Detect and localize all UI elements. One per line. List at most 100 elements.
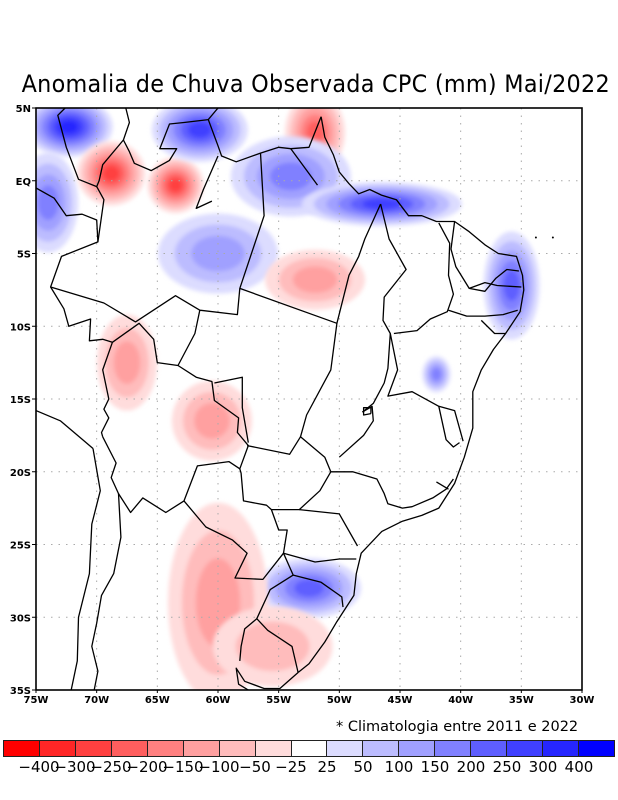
legend-swatch [507,741,544,756]
legend-label: −25 [275,758,307,776]
legend-swatch [255,741,292,756]
legend-label: 400 [564,758,594,776]
color-legend [3,740,615,757]
map-title: Anomalia de Chuva Observada CPC (mm) Mai… [21,70,610,98]
legend-label: −200 [126,758,168,776]
boundary-line [195,155,219,210]
legend-labels: −400 −300 −250 −200 −150 −100 −50 −25 25 50 100 150… [0,758,618,778]
boundary-line [91,493,122,690]
legend-label: −150 [162,758,204,776]
boundary-line [448,309,518,317]
boundary-line [246,436,302,455]
legend-label: −250 [90,758,132,776]
y-tick-label: 35S [10,686,31,697]
anomaly-central-amazon-wet [158,213,278,294]
y-tick-label: 10S [10,322,31,333]
legend-swatch [291,741,328,756]
y-tick-label: 5N [16,104,31,115]
anomaly-roraima-dry [147,157,204,214]
anomaly-bolivia-dry [171,380,252,461]
anomaly-contour [292,266,338,294]
anomaly-contour [362,198,402,210]
anomaly-contour [431,368,442,381]
boundary-line [214,376,249,443]
boundary-line [297,116,525,674]
legend-swatch [39,741,76,756]
legend-label: 100 [384,758,414,776]
boundary-line [299,508,359,547]
legend-swatch [579,741,614,756]
boundary-line [122,108,131,141]
legend-swatch [147,741,184,756]
boundary-line [293,574,344,608]
boundary-line [102,436,241,514]
legend-label: 300 [528,758,558,776]
legend-swatch [219,741,256,756]
y-tick-label: 30S [10,613,31,624]
boundary-line [468,281,522,290]
boundary-line [271,471,332,511]
anomaly-rio-grande-do-sul-wet [257,558,361,619]
x-tick-label: 45W [388,695,413,706]
x-tick-label: 60W [206,695,231,706]
anomaly-uruguay-dry [212,606,333,687]
anomaly-contour [113,341,141,384]
boundary-line [36,410,94,449]
legend-label: 250 [492,758,522,776]
boundary-line [362,407,372,416]
legend-swatch [543,741,579,756]
legend-swatch [111,741,148,756]
legend-label: −100 [198,758,240,776]
island-dot [534,236,537,239]
anomaly-upper-rio-negro-dry [77,141,146,206]
x-tick-label: 55W [266,695,291,706]
boundary-line [235,667,299,690]
anomaly-contour [294,579,324,597]
climatology-note: * Climatologia entre 2011 e 2022 [336,719,579,735]
legend-swatch [75,741,112,756]
boundary-line [239,618,258,661]
x-tick-label: 65W [145,695,170,706]
x-tick-label: 70W [84,695,109,706]
anomaly-contour [168,178,183,192]
boundary-line [283,552,357,563]
boundary-line [450,221,519,292]
anomaly-contour [59,120,79,134]
anomaly-contour [194,403,230,439]
legend-label: 50 [353,758,373,776]
boundary-line [330,471,454,509]
political-boundaries [36,108,554,690]
x-tick-label: 40W [448,695,473,706]
y-tick-label: 5S [17,250,31,261]
boundary-line [393,222,455,335]
boundary-line [177,310,201,366]
boundary-line [387,333,464,442]
anomaly-para-south-dry [265,249,366,310]
x-tick-label: 75W [24,695,49,706]
anomaly-contour [503,270,520,301]
boundary-line [183,500,285,581]
boundary-line [361,203,407,413]
anomaly-contour [191,235,245,272]
y-tick-label: 20S [10,468,31,479]
x-tick-label: 50W [327,695,352,706]
boundary-line [480,319,506,335]
boundary-line [49,118,299,673]
boundary-line [239,203,382,324]
legend-swatch [363,741,400,756]
boundary-line [70,448,101,690]
legend-label: −400 [18,758,60,776]
boundary-line [36,187,99,242]
legend-swatch [183,741,220,756]
legend-swatch [399,741,436,756]
anomaly-contour [235,621,310,671]
boundary-line [57,108,97,188]
legend-swatch [435,741,472,756]
anomaly-maranhao-coast-wet [301,182,462,227]
boundary-line [299,323,338,473]
longitude-axis: 75W 70W 65W 60W 55W 50W 45W 40W 35W 30W [24,690,594,706]
boundary-line [436,481,449,490]
anomaly-contour [188,122,212,138]
legend-swatch [471,741,508,756]
